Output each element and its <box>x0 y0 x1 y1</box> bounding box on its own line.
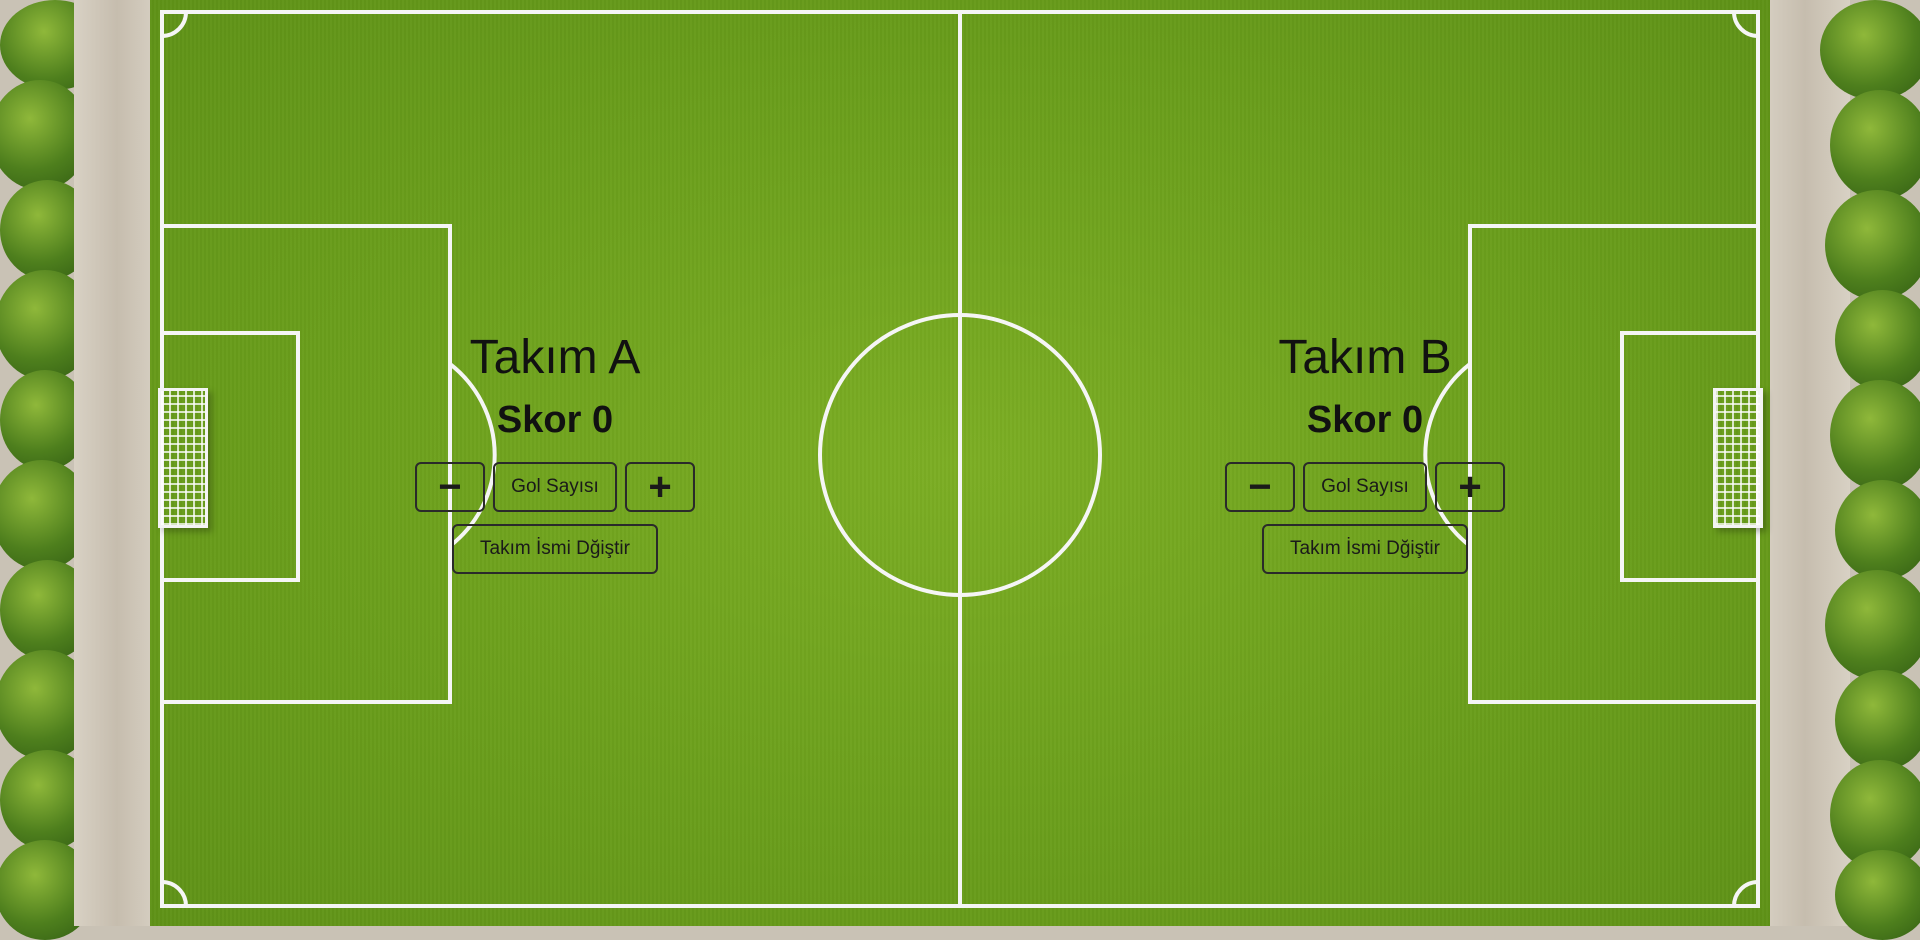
minus-icon: − <box>1248 464 1272 509</box>
minus-icon: − <box>438 464 462 509</box>
center-circle <box>818 313 1102 597</box>
corner-arc-bottom-right <box>1732 880 1759 907</box>
left-path <box>74 0 160 926</box>
plus-icon: + <box>1458 464 1482 509</box>
corner-arc-top-right <box>1732 11 1759 38</box>
team-b-goal-count-button[interactable]: Gol Sayısı <box>1303 462 1427 512</box>
team-b-rename-button[interactable]: Takım İsmi Dğiştir <box>1262 524 1468 574</box>
right-goal-net <box>1713 388 1763 528</box>
team-a-controls: − Gol Sayısı + <box>405 462 705 512</box>
team-a-decrement-button[interactable]: − <box>415 462 485 512</box>
team-b-panel: Takım B Skor 0 − Gol Sayısı + Takım İsmi… <box>1215 330 1515 574</box>
team-b-increment-button[interactable]: + <box>1435 462 1505 512</box>
team-a-increment-button[interactable]: + <box>625 462 695 512</box>
right-trees <box>1820 0 1920 940</box>
team-a-score: Skor 0 <box>496 399 614 441</box>
plus-icon: + <box>648 464 672 509</box>
left-goal-net <box>158 388 208 528</box>
team-b-name: Takım B <box>1278 331 1452 384</box>
team-a-rename-button[interactable]: Takım İsmi Dğiştir <box>452 524 658 574</box>
team-b-controls: − Gol Sayısı + <box>1215 462 1515 512</box>
team-b-decrement-button[interactable]: − <box>1225 462 1295 512</box>
corner-arc-top-left <box>161 11 188 38</box>
team-b-score: Skor 0 <box>1306 399 1424 441</box>
corner-arc-bottom-left <box>161 880 188 907</box>
team-a-goal-count-button[interactable]: Gol Sayısı <box>493 462 617 512</box>
team-a-panel: Takım A Skor 0 − Gol Sayısı + Takım İsmi… <box>405 330 705 574</box>
team-a-name: Takım A <box>469 331 641 384</box>
